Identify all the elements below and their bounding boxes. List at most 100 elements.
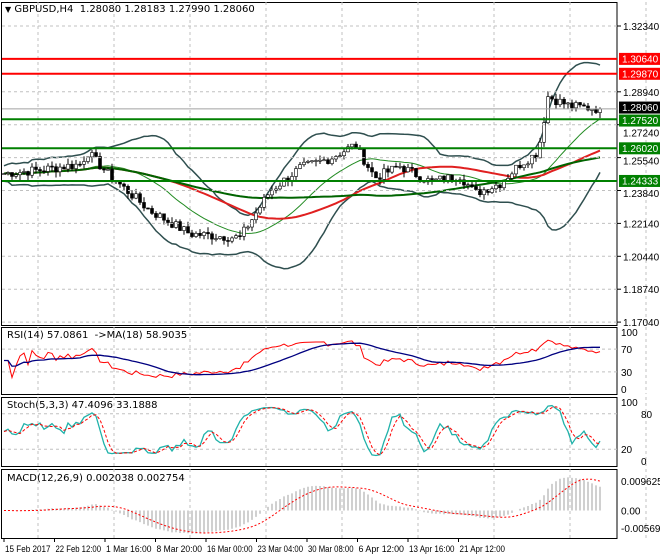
candle-body: [526, 163, 530, 166]
candle-body: [318, 159, 322, 162]
candle-body: [2, 173, 6, 175]
candle-body: [326, 159, 330, 164]
candle-body: [198, 233, 202, 236]
candle-body: [510, 173, 514, 179]
macd-tick-label: -0.005692: [621, 524, 660, 535]
candle-body: [134, 193, 138, 199]
rsi-line: [4, 339, 601, 380]
candle-body: [102, 168, 106, 171]
bollinger-upper: [3, 61, 601, 217]
candle-body: [26, 171, 30, 176]
candle-body: [34, 166, 38, 170]
candle-body: [366, 164, 370, 168]
candle-body: [82, 161, 86, 165]
stoch-tick-label: 80: [641, 410, 653, 421]
rsi-tick-label: 100: [621, 328, 638, 339]
candle-body: [222, 236, 226, 241]
candle-body: [274, 188, 278, 191]
candle-body: [242, 226, 246, 237]
candle-body: [218, 236, 222, 239]
level-tag: [619, 114, 660, 127]
panel-frame-0: [1, 2, 618, 326]
bollinger-lower: [3, 172, 601, 270]
candle-body: [530, 154, 534, 165]
price-tick-label: 1.28940: [623, 88, 660, 99]
candle-body: [110, 168, 114, 181]
dropdown-arrow-icon[interactable]: ▼: [5, 5, 12, 14]
candle-body: [254, 212, 258, 221]
candle-body: [94, 152, 98, 157]
chart-header: ▼ GBPUSD,H4 1.28080 1.28183 1.27990 1.28…: [5, 4, 255, 15]
candle-body: [382, 168, 386, 180]
time-tick-label: 30 Mar 08:00: [308, 544, 354, 554]
candle-body: [394, 165, 398, 168]
candle-body: [414, 168, 418, 177]
level-label: 1.26020: [622, 144, 659, 155]
price-tick-label: 1.32340: [623, 22, 660, 33]
candle-body: [590, 109, 594, 111]
candle-body: [474, 186, 478, 190]
candle-body: [206, 232, 210, 235]
candle-body: [74, 163, 78, 169]
candle-body: [150, 208, 154, 214]
level-label: 1.29870: [622, 69, 659, 80]
candle-body: [30, 166, 34, 176]
candle-body: [78, 163, 82, 166]
candle-body: [174, 221, 178, 228]
stoch-main-line: [3, 404, 601, 457]
candle-body: [378, 177, 382, 180]
candle-body: [346, 146, 350, 153]
candle-body: [498, 184, 502, 189]
candle-body: [146, 207, 150, 210]
candle-body: [170, 222, 174, 228]
candle-body: [482, 189, 486, 196]
candle-body: [406, 167, 410, 173]
rsi-tick-label: 70: [621, 345, 633, 356]
candle-body: [310, 160, 314, 162]
rsi-tick-label: 0: [621, 385, 627, 396]
candle-body: [566, 102, 570, 105]
stoch-tick-label: 100: [621, 398, 638, 409]
candle-body: [574, 102, 578, 109]
candle-body: [262, 196, 266, 208]
time-tick-label: 15 Feb 2017: [5, 544, 51, 554]
candle-body: [390, 165, 394, 173]
price-tick-label: 1.25540: [623, 156, 660, 167]
macd-tick-label: 0.009625: [621, 477, 660, 488]
time-tick-label: 16 Mar 00:00: [207, 544, 253, 554]
candle-body: [562, 98, 566, 105]
candle-body: [322, 159, 326, 162]
candle-body: [142, 202, 146, 209]
candle-body: [342, 151, 346, 157]
candle-body: [90, 152, 94, 158]
candle-body: [410, 167, 414, 169]
candle-body: [558, 98, 562, 106]
ma-red: [3, 149, 601, 220]
candle-body: [338, 155, 342, 158]
candle-body: [398, 166, 402, 168]
candle-body: [302, 161, 306, 165]
candle-body: [190, 232, 194, 237]
price-tick-label: 1.20440: [623, 252, 660, 263]
candle-body: [62, 166, 66, 170]
candle-body: [106, 168, 110, 171]
price-tick-label: 1.27240: [623, 129, 660, 140]
candle-body: [434, 178, 438, 181]
candle-body: [582, 104, 586, 107]
current-price-tag: [619, 101, 660, 114]
candle-body: [186, 226, 190, 234]
candle-body: [538, 141, 542, 159]
candle-body: [10, 172, 14, 177]
candle-body: [450, 174, 454, 181]
candle-body: [138, 193, 142, 203]
candle-body: [166, 219, 170, 223]
candle-body: [362, 148, 366, 165]
candle-body: [42, 170, 46, 173]
candle-body: [266, 194, 270, 198]
candle-body: [578, 102, 582, 106]
level-tag: [619, 67, 660, 80]
candle-body: [246, 226, 250, 229]
candle-body: [50, 165, 54, 168]
candle-body: [466, 184, 470, 187]
